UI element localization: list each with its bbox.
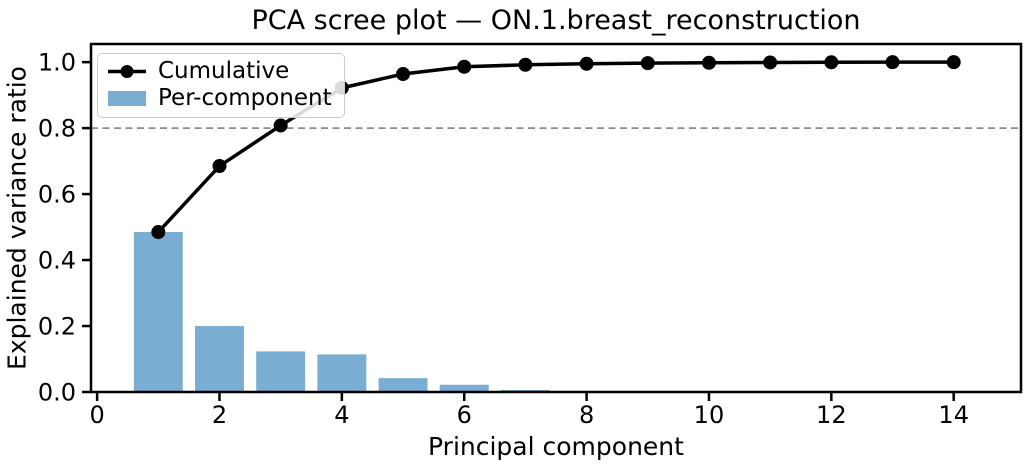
y-tick-label: 0.2 <box>38 313 76 341</box>
y-tick-label: 0.0 <box>38 379 76 407</box>
cumulative-point <box>763 55 778 70</box>
cumulative-point <box>212 159 227 174</box>
legend-entry-cumulative: Cumulative <box>107 59 332 84</box>
cumulative-point <box>273 118 288 133</box>
y-tick-label: 0.6 <box>38 181 76 209</box>
x-tick-label: 14 <box>938 401 969 429</box>
y-tick-label: 0.4 <box>38 247 76 275</box>
bar <box>195 326 244 392</box>
cumulative-point <box>640 56 655 71</box>
cumulative-point <box>518 57 533 72</box>
x-tick-label: 0 <box>89 401 104 429</box>
x-tick-label: 4 <box>334 401 349 429</box>
x-axis-label: Principal component <box>428 432 684 461</box>
x-tick-label: 2 <box>212 401 227 429</box>
bar <box>439 384 489 392</box>
bar <box>133 232 183 392</box>
x-tick-label: 12 <box>816 401 847 429</box>
y-tick-label: 0.8 <box>38 115 76 143</box>
cumulative-point <box>457 59 472 74</box>
cumulative-point <box>946 55 961 70</box>
cumulative-point <box>824 55 839 70</box>
cumulative-line-marker-icon <box>107 63 147 80</box>
chart-title: PCA scree plot — ON.1.breast_reconstruct… <box>251 5 861 36</box>
legend-label-per-component: Per-component <box>158 85 332 111</box>
legend: Cumulative Per-component <box>97 53 345 118</box>
cumulative-point <box>579 56 594 71</box>
cumulative-line <box>157 60 954 234</box>
x-tick-label: 8 <box>579 401 594 429</box>
y-tick-label: 1.0 <box>38 49 76 77</box>
cumulative-point <box>885 55 900 70</box>
bar <box>378 378 428 392</box>
cumulative-point <box>396 67 411 82</box>
cumulative-swatch-marker <box>120 65 134 78</box>
bar <box>256 351 306 392</box>
legend-entry-per-component: Per-component <box>107 86 332 111</box>
cumulative-point <box>151 225 166 240</box>
legend-label-cumulative: Cumulative <box>158 58 290 84</box>
axes-spines <box>89 42 1023 394</box>
cumulative-point <box>701 55 716 70</box>
x-tick-label: 10 <box>694 401 725 429</box>
bar <box>317 354 367 392</box>
per-component-bar-icon <box>107 91 147 106</box>
x-tick-label: 6 <box>457 401 472 429</box>
